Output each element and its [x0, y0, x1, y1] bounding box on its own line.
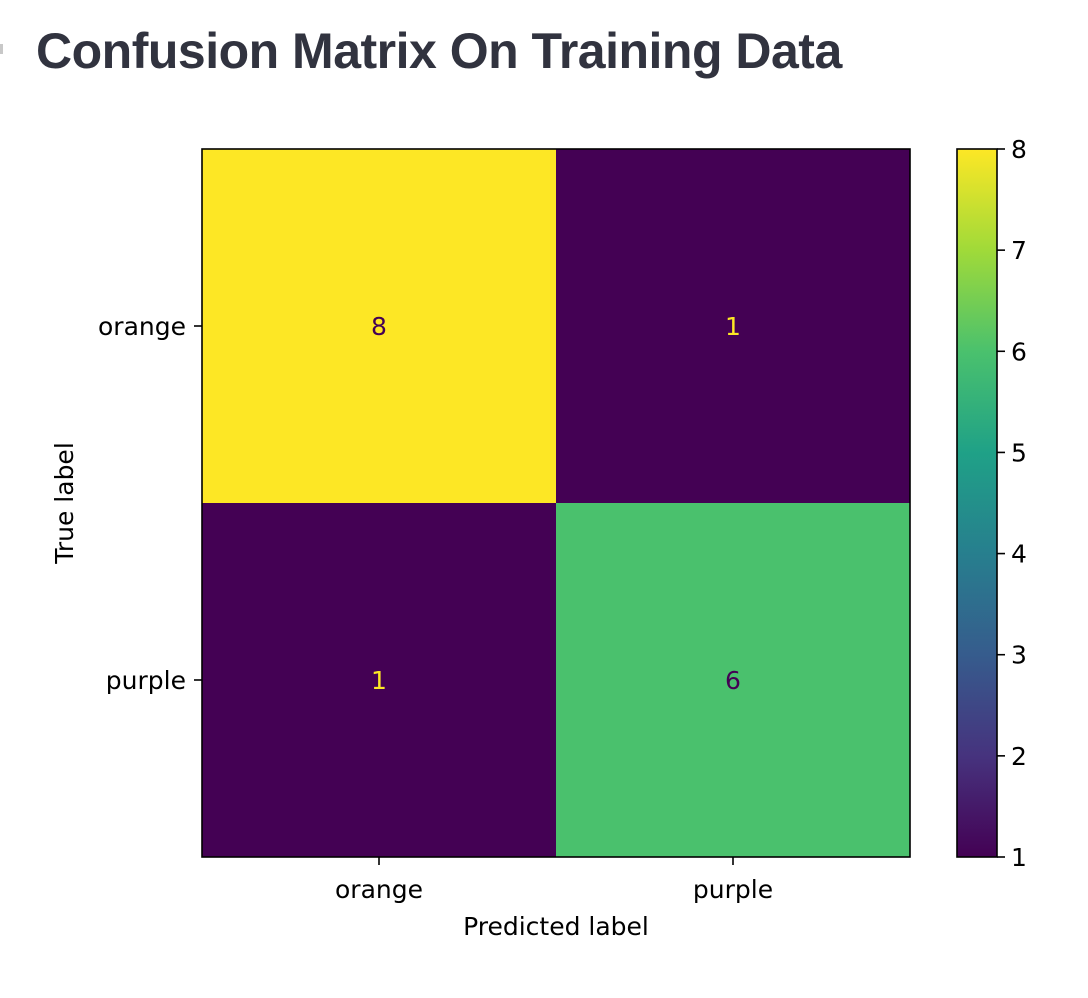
x-axis-label: Predicted label [463, 912, 649, 941]
cell-value-label: 6 [725, 666, 741, 695]
matrix-frame [201, 148, 911, 858]
colorbar [956, 148, 998, 858]
cell-value-label: 8 [371, 312, 387, 341]
x-tick-label: purple [693, 875, 773, 904]
matrix-cell [202, 503, 556, 857]
matrix-cell [556, 149, 910, 503]
matrix-cells [202, 149, 910, 857]
y-axis-label: True label [50, 442, 79, 565]
colorbar-tick-label: 6 [1011, 337, 1027, 366]
cell-labels: 8 1 1 6 [371, 312, 741, 695]
colorbar-tick-label: 2 [1011, 742, 1027, 771]
colorbar-tick-label: 1 [1011, 843, 1027, 872]
x-tick-label: orange [335, 875, 423, 904]
colorbar-tick-label: 3 [1011, 641, 1027, 670]
colorbar-ticks: 1 2 3 4 5 6 7 8 [997, 135, 1027, 872]
x-axis-ticks: orange purple [335, 857, 773, 904]
colorbar-tick-label: 7 [1011, 236, 1027, 265]
y-axis-ticks: orange purple [98, 312, 202, 695]
y-tick-label: orange [98, 312, 186, 341]
y-tick-label: purple [106, 666, 186, 695]
matrix-cell [202, 149, 556, 503]
page-title: Confusion Matrix On Training Data [36, 23, 842, 79]
colorbar-tick-label: 4 [1011, 540, 1027, 569]
edge-mark [0, 44, 3, 54]
colorbar-tick-label: 5 [1011, 438, 1027, 467]
colorbar-tick-label: 8 [1011, 135, 1027, 164]
matrix-cell [556, 503, 910, 857]
cell-value-label: 1 [725, 312, 741, 341]
cell-value-label: 1 [371, 666, 387, 695]
